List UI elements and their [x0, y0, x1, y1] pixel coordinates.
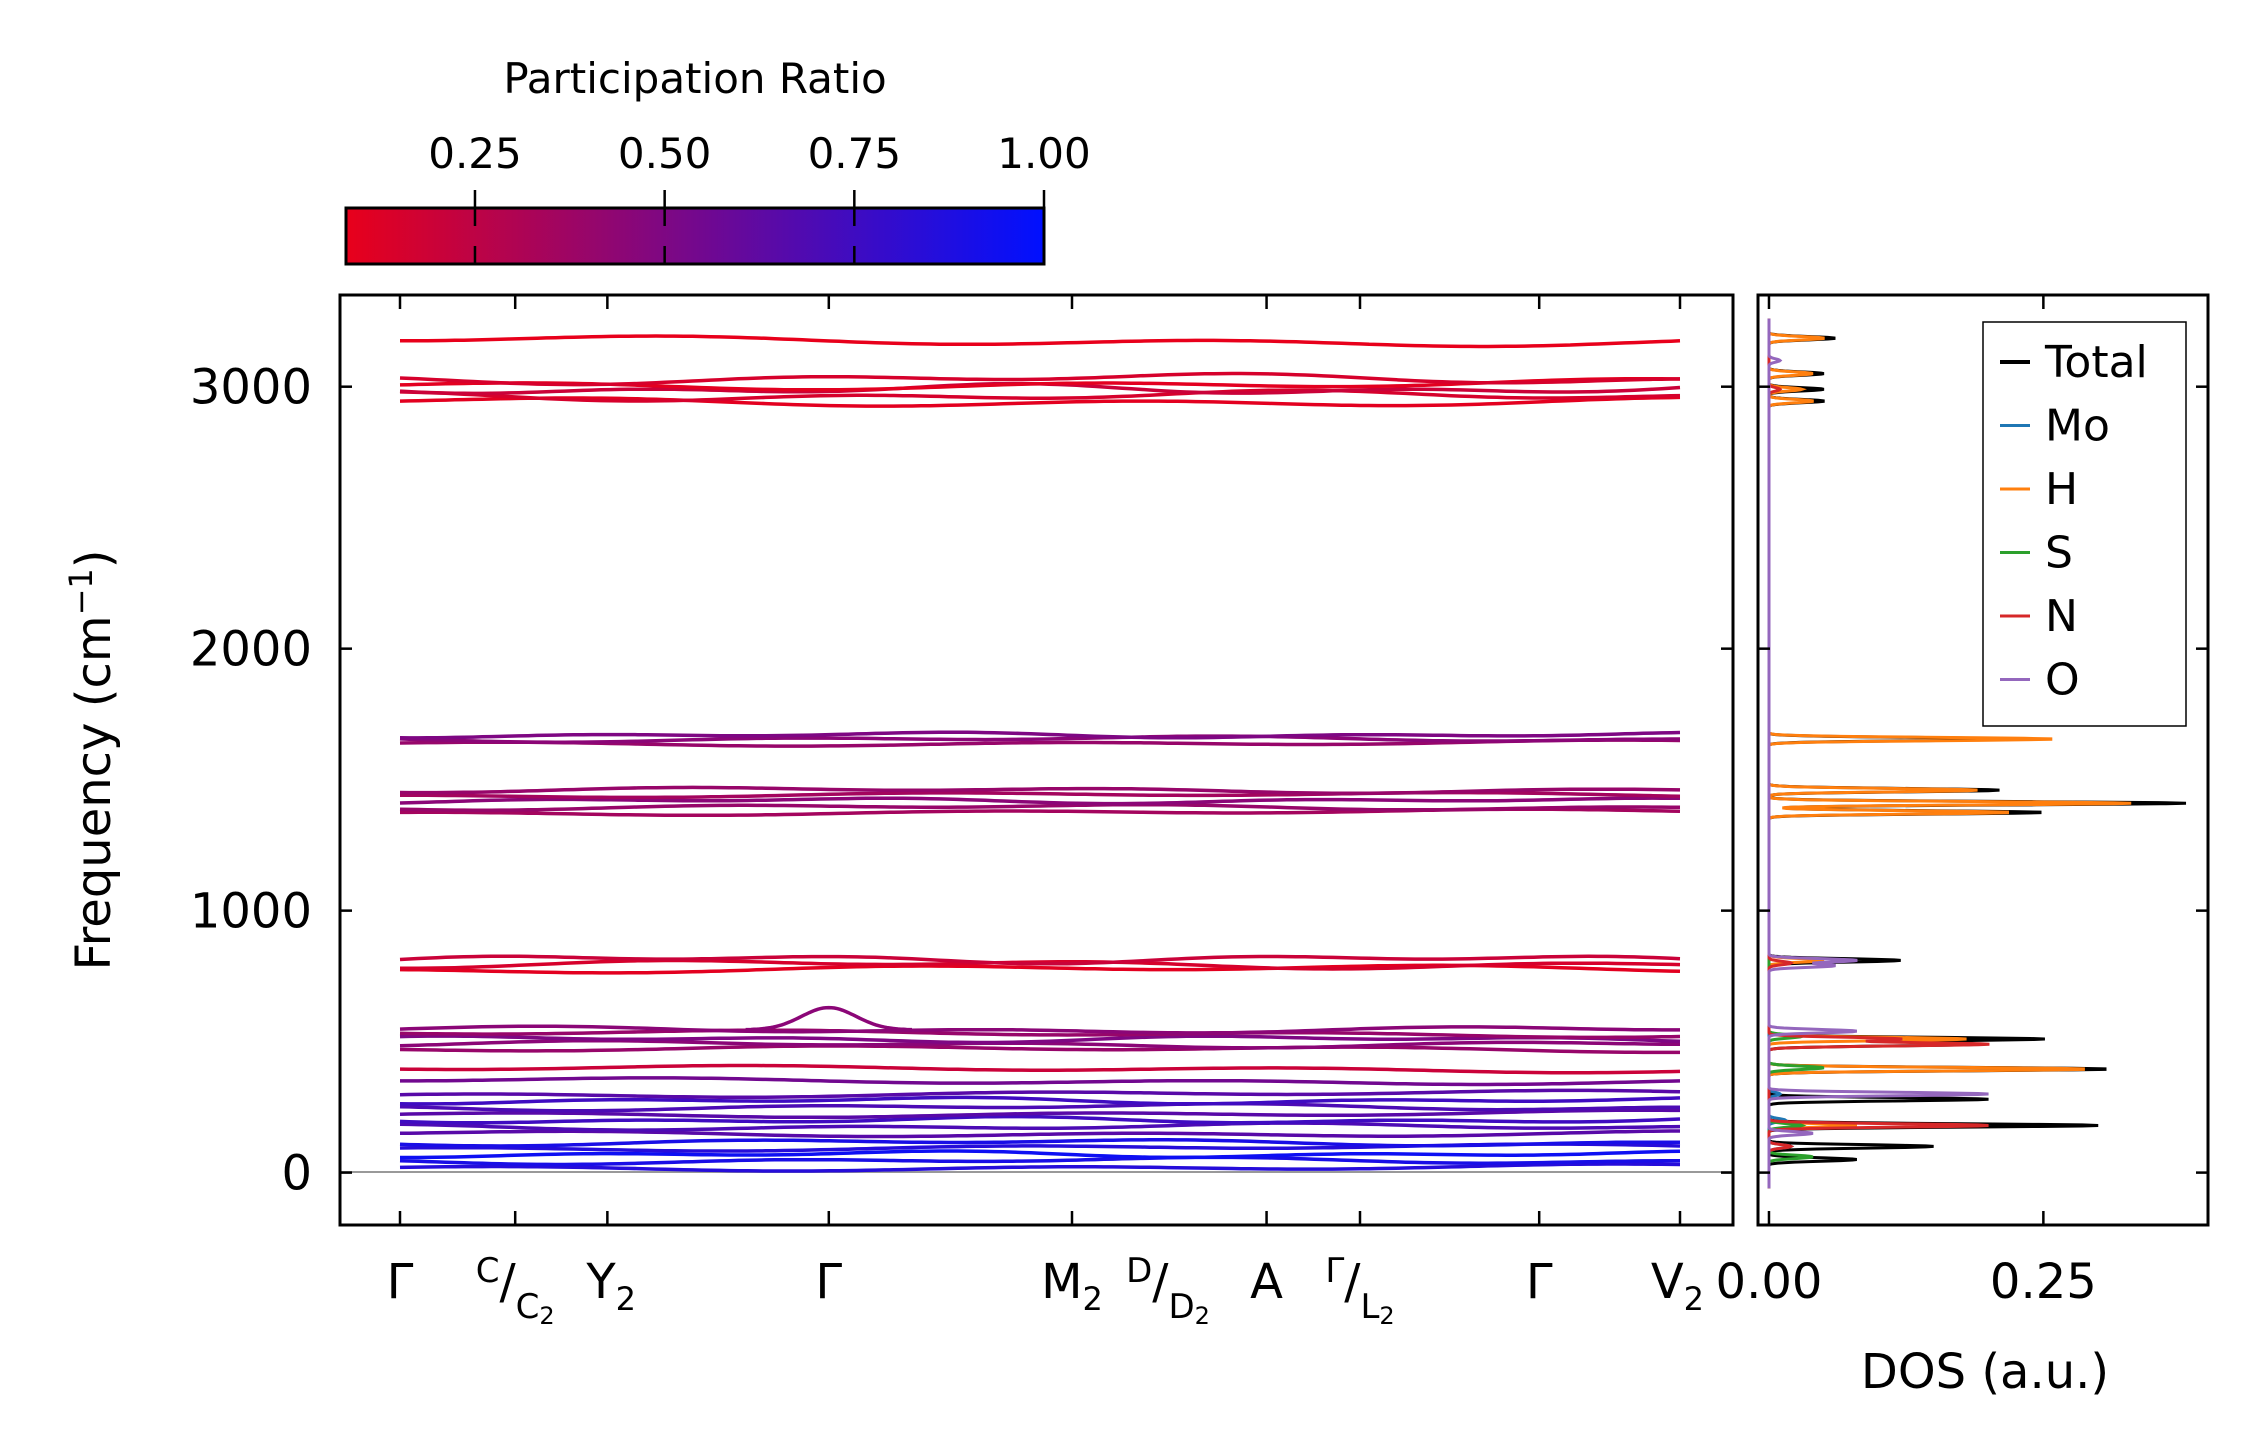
- x-tick-label: Γ: [815, 1254, 842, 1310]
- x-tick-label: Y2: [585, 1254, 636, 1318]
- dos-line-s: [1767, 318, 1825, 1189]
- band-line: [399, 1044, 1680, 1055]
- y-tick-label: 0: [281, 1146, 312, 1202]
- band-line: [399, 1024, 1680, 1035]
- x-tick-label: A: [1250, 1254, 1283, 1310]
- x-tick-label: Γ: [1526, 1254, 1553, 1310]
- band-line: [399, 1162, 1681, 1173]
- band-line: [399, 734, 1680, 744]
- band-line: [399, 1138, 1681, 1148]
- x-tick-label: Γ: [387, 1254, 414, 1310]
- band-line: [399, 1028, 1681, 1040]
- dos-axes-frame: [1756, 293, 2210, 1227]
- dos-line-n: [1767, 318, 1990, 1189]
- colorbar-tick-label: 1.00: [997, 129, 1091, 178]
- band-line: [745, 1005, 912, 1032]
- band-line: [399, 371, 1681, 387]
- colorbar-tick-label: 0.25: [428, 129, 522, 178]
- band-line: [399, 1095, 1681, 1106]
- legend-label: N: [2045, 591, 2078, 642]
- band-line: [399, 785, 1681, 795]
- colorbar-tick-label: 0.75: [808, 129, 902, 178]
- band-line: [399, 1088, 1681, 1100]
- band-line: [399, 1108, 1680, 1120]
- band-line: [399, 730, 1681, 740]
- band-line: [399, 1129, 1680, 1139]
- x-tick-label: C/C2: [476, 1251, 555, 1330]
- band-line: [399, 796, 1681, 806]
- band-line: [399, 388, 1681, 403]
- colorbar-tick-label: 0.50: [618, 129, 712, 178]
- band-line: [399, 1101, 1680, 1113]
- band-structure-panel: 0 1000 2000 3000 Γ C/C2 Y2 Γ M2 D/D2 A Γ/L2 Γ V2 Fre…: [62, 293, 1735, 1330]
- colorbar: Participation Ratio 0.25 0.50 0.75 1.00: [344, 54, 1091, 266]
- band-line: [400, 1076, 1681, 1087]
- band-line: [400, 1149, 1681, 1160]
- colorbar-ticks: 0.25 0.50 0.75 1.00: [428, 129, 1091, 264]
- band-line: [399, 1114, 1681, 1125]
- band-line: [400, 334, 1681, 349]
- y-axis-label-close: ): [66, 549, 122, 568]
- band-line: [399, 954, 1681, 966]
- x-tick-label: V2: [1651, 1254, 1704, 1318]
- legend-label: H: [2045, 464, 2078, 515]
- y-tick-label: 1000: [190, 884, 312, 940]
- band-line: [399, 1155, 1680, 1167]
- legend-label: Mo: [2045, 401, 2110, 452]
- dos-line-o: [1767, 318, 1989, 1189]
- dos-x-tick-label: 0.00: [1716, 1254, 1823, 1310]
- band-line: [400, 958, 1681, 971]
- band-line: [399, 1063, 1681, 1075]
- dos-x-axis-label: DOS (a.u.): [1861, 1344, 2109, 1400]
- dos-x-tick-label: 0.25: [1990, 1254, 2097, 1310]
- band-line: [399, 395, 1681, 408]
- legend-label: S: [2045, 528, 2073, 579]
- dos-lines: [1767, 318, 2187, 1189]
- band-line: [399, 1121, 1681, 1132]
- band-line: [400, 790, 1681, 800]
- dos-ticks: 0.00 0.25: [1716, 295, 2208, 1310]
- y-axis-label: Frequency (cm−1): [62, 549, 122, 970]
- band-y-ticks: 0 1000 2000 3000: [190, 360, 1733, 1202]
- band-lines: [399, 334, 1681, 1173]
- legend-label: O: [2045, 655, 2080, 706]
- legend-frame: [1982, 321, 2187, 727]
- band-line: [399, 802, 1681, 812]
- band-line: [399, 1034, 1681, 1045]
- x-tick-label: Γ/L2: [1325, 1251, 1394, 1330]
- band-x-ticks: Γ C/C2 Y2 Γ M2 D/D2 A Γ/L2 Γ V2: [387, 295, 1704, 1330]
- x-tick-label: D/D2: [1126, 1251, 1210, 1330]
- x-tick-label: M2: [1041, 1254, 1103, 1318]
- y-tick-label: 2000: [190, 622, 312, 678]
- dos-line-mo: [1767, 318, 1795, 1189]
- legend-label: Total: [2044, 337, 2148, 388]
- y-tick-label: 3000: [190, 360, 312, 416]
- band-axes-frame: [338, 293, 1735, 1227]
- colorbar-title: Participation Ratio: [503, 54, 886, 103]
- y-axis-label-exp: −1: [62, 568, 100, 615]
- colorbar-gradient: [344, 206, 1046, 266]
- y-axis-label-text: Frequency (cm: [66, 615, 122, 970]
